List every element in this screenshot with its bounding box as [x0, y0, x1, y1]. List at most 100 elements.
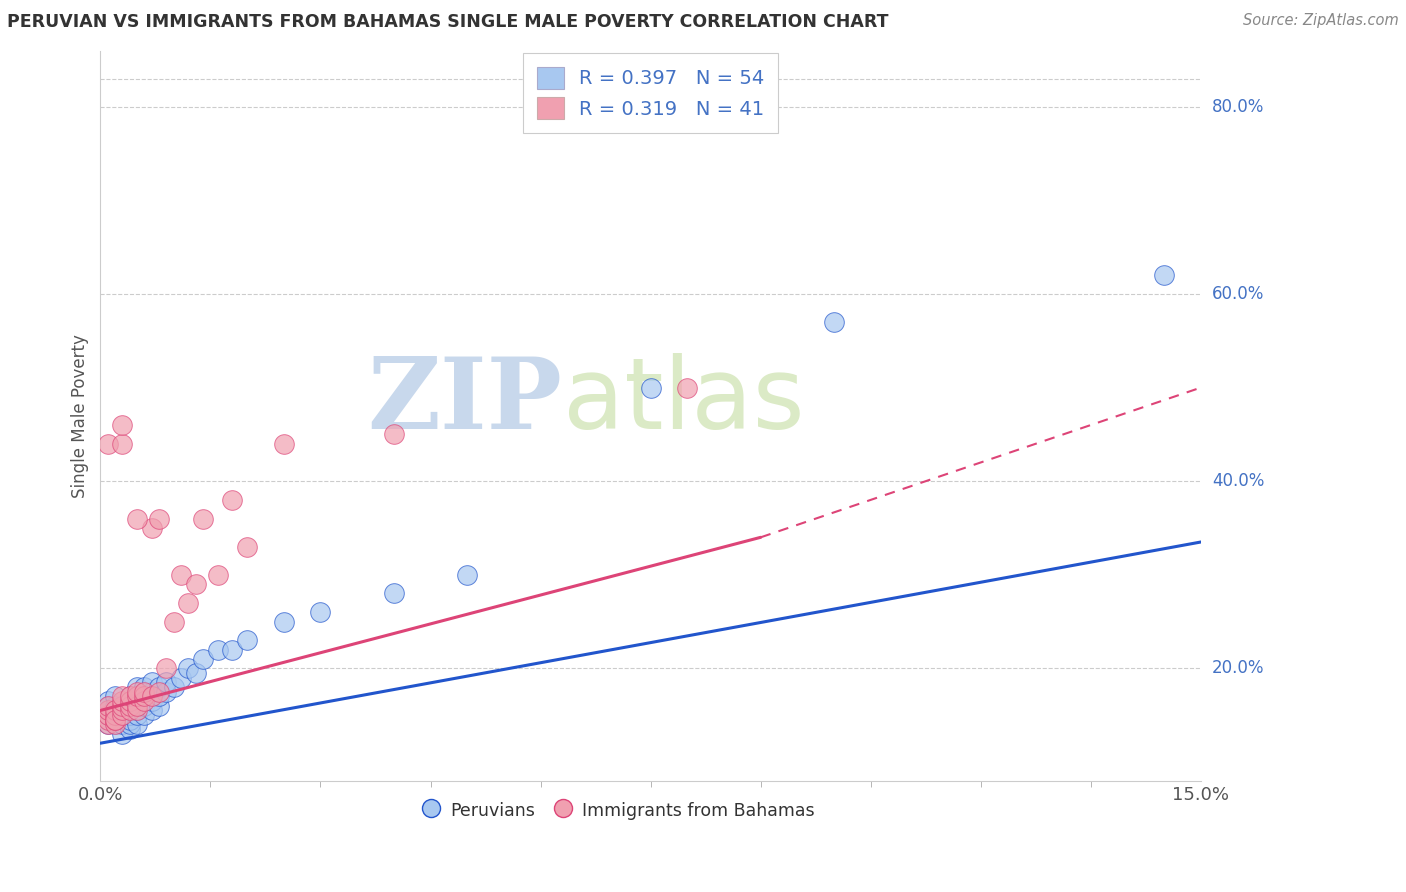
- Point: [97, 698, 120, 713]
- Point: [104, 713, 127, 727]
- Point: [111, 694, 134, 708]
- Point: [155, 661, 177, 675]
- Point: [676, 381, 699, 395]
- Point: [118, 694, 141, 708]
- Point: [118, 713, 141, 727]
- Point: [141, 684, 163, 698]
- Point: [97, 708, 120, 723]
- Point: [118, 703, 141, 717]
- Point: [111, 690, 134, 704]
- Point: [309, 605, 332, 619]
- Point: [118, 722, 141, 736]
- Point: [148, 698, 170, 713]
- Point: [823, 315, 845, 329]
- Point: [155, 684, 177, 698]
- Point: [141, 694, 163, 708]
- Point: [111, 708, 134, 723]
- Point: [134, 708, 156, 723]
- Text: 40.0%: 40.0%: [1212, 472, 1264, 491]
- Point: [97, 694, 120, 708]
- Point: [382, 427, 405, 442]
- Point: [273, 615, 295, 629]
- Point: [207, 567, 229, 582]
- Point: [97, 713, 120, 727]
- Point: [184, 666, 207, 681]
- Point: [134, 698, 156, 713]
- Point: [111, 698, 134, 713]
- Point: [118, 690, 141, 704]
- Point: [148, 684, 170, 698]
- Point: [111, 727, 134, 741]
- Point: [125, 698, 148, 713]
- Point: [118, 698, 141, 713]
- Point: [155, 675, 177, 690]
- Point: [125, 717, 148, 731]
- Point: [273, 436, 295, 450]
- Point: [97, 717, 120, 731]
- Point: [125, 690, 148, 704]
- Point: [125, 511, 148, 525]
- Point: [111, 708, 134, 723]
- Point: [141, 690, 163, 704]
- Point: [111, 436, 134, 450]
- Point: [141, 703, 163, 717]
- Point: [111, 703, 134, 717]
- Point: [221, 492, 243, 507]
- Point: [456, 567, 478, 582]
- Point: [104, 703, 127, 717]
- Point: [125, 703, 148, 717]
- Point: [236, 540, 259, 554]
- Point: [134, 680, 156, 694]
- Legend: Peruvians, Immigrants from Bahamas: Peruvians, Immigrants from Bahamas: [413, 793, 821, 827]
- Point: [104, 708, 127, 723]
- Point: [97, 698, 120, 713]
- Point: [104, 698, 127, 713]
- Point: [118, 708, 141, 723]
- Point: [97, 717, 120, 731]
- Point: [163, 615, 186, 629]
- Point: [236, 633, 259, 648]
- Point: [163, 680, 186, 694]
- Text: Source: ZipAtlas.com: Source: ZipAtlas.com: [1243, 13, 1399, 29]
- Point: [125, 690, 148, 704]
- Point: [125, 698, 148, 713]
- Point: [177, 596, 200, 610]
- Point: [125, 703, 148, 717]
- Point: [207, 642, 229, 657]
- Point: [104, 717, 127, 731]
- Point: [184, 577, 207, 591]
- Point: [104, 708, 127, 723]
- Text: 60.0%: 60.0%: [1212, 285, 1264, 303]
- Point: [148, 511, 170, 525]
- Point: [111, 417, 134, 432]
- Point: [125, 684, 148, 698]
- Point: [134, 684, 156, 698]
- Point: [148, 690, 170, 704]
- Text: atlas: atlas: [562, 352, 804, 450]
- Point: [148, 680, 170, 694]
- Point: [104, 717, 127, 731]
- Point: [221, 642, 243, 657]
- Point: [97, 703, 120, 717]
- Point: [118, 703, 141, 717]
- Text: 20.0%: 20.0%: [1212, 659, 1264, 677]
- Text: PERUVIAN VS IMMIGRANTS FROM BAHAMAS SINGLE MALE POVERTY CORRELATION CHART: PERUVIAN VS IMMIGRANTS FROM BAHAMAS SING…: [7, 13, 889, 31]
- Point: [1153, 268, 1175, 283]
- Point: [134, 690, 156, 704]
- Point: [104, 713, 127, 727]
- Point: [170, 567, 193, 582]
- Point: [170, 671, 193, 685]
- Point: [118, 717, 141, 731]
- Text: ZIP: ZIP: [368, 352, 562, 450]
- Point: [134, 690, 156, 704]
- Point: [382, 586, 405, 600]
- Point: [104, 690, 127, 704]
- Point: [141, 521, 163, 535]
- Y-axis label: Single Male Poverty: Single Male Poverty: [72, 334, 89, 498]
- Point: [640, 381, 662, 395]
- Point: [111, 698, 134, 713]
- Point: [177, 661, 200, 675]
- Point: [111, 717, 134, 731]
- Point: [125, 680, 148, 694]
- Point: [97, 703, 120, 717]
